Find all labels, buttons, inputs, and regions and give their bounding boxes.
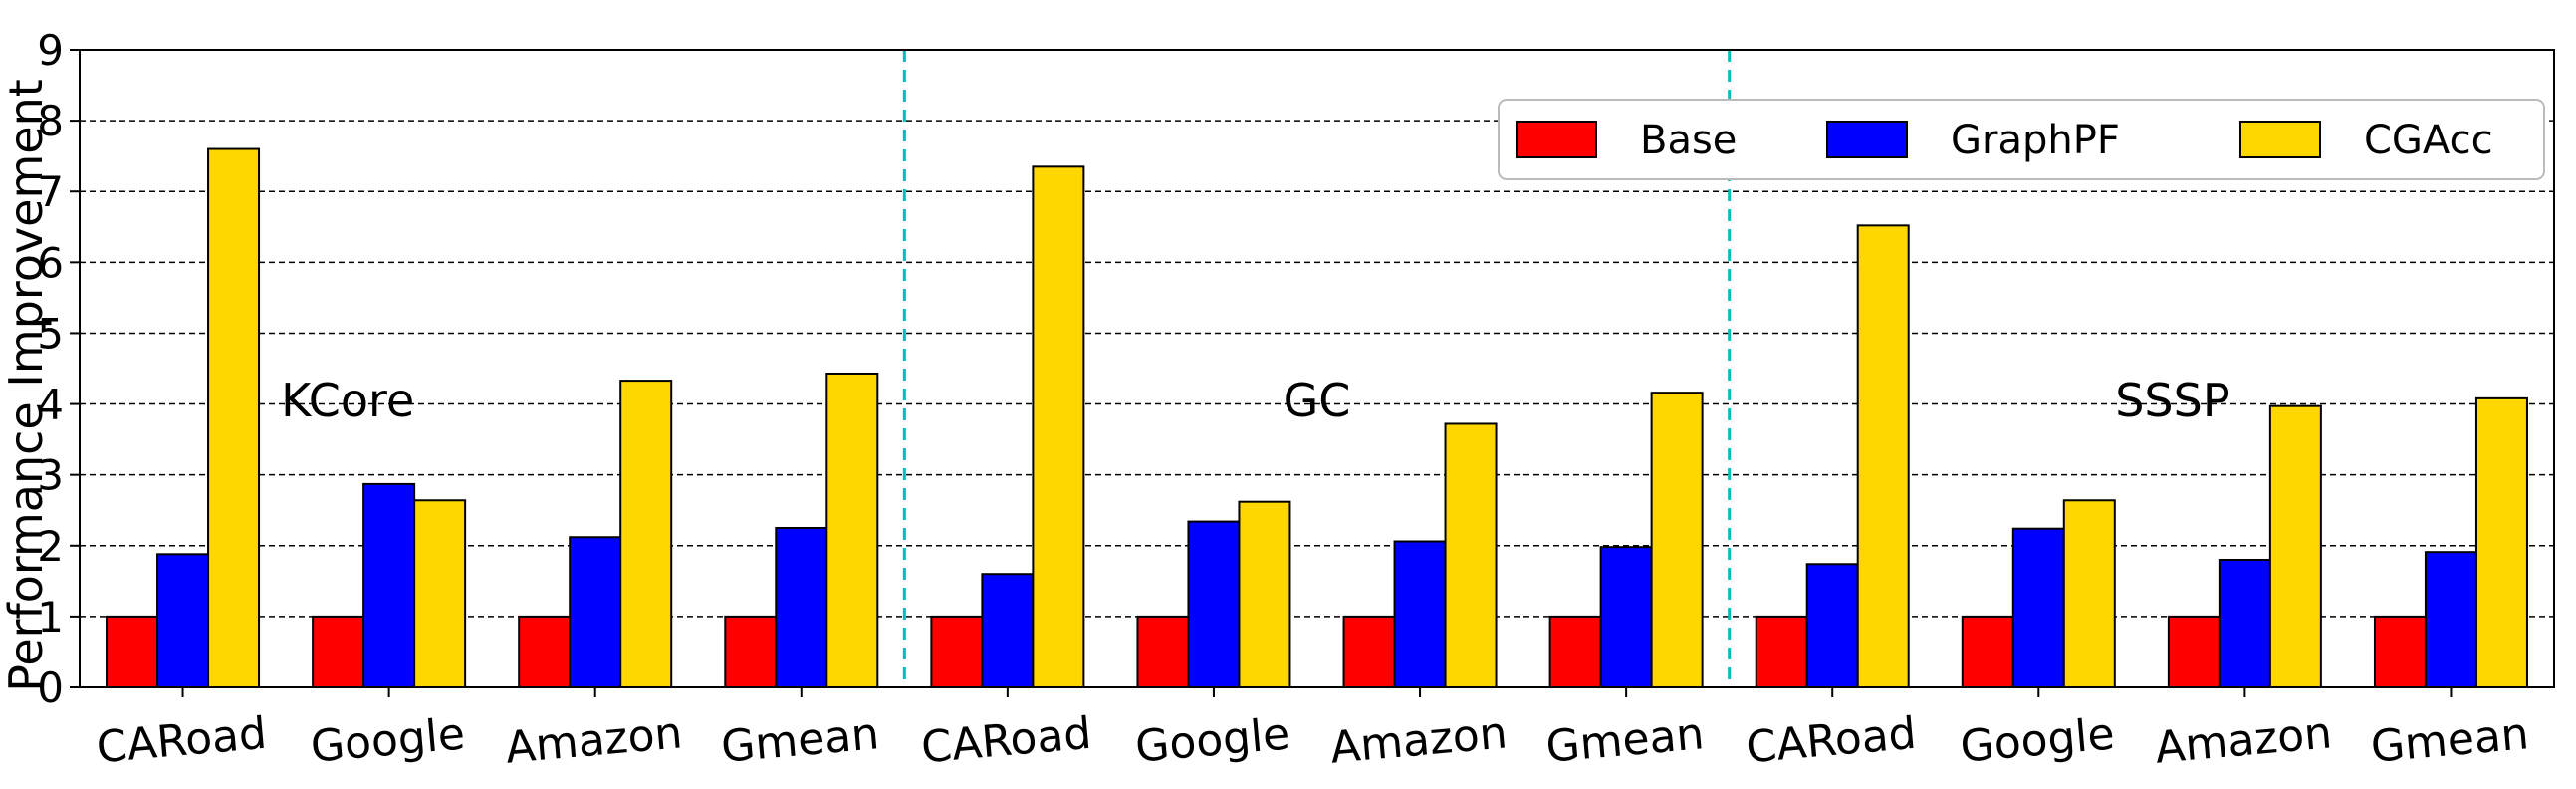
bar-cgacc — [2474, 396, 2528, 688]
bar-base — [1548, 615, 1602, 689]
bar-base — [1961, 615, 2014, 689]
axes — [70, 49, 2555, 697]
x-tick-label: Google — [1133, 708, 1291, 772]
bar-graphpf — [2424, 551, 2477, 689]
bar-graphpf — [1187, 520, 1241, 688]
bar-cgacc — [1650, 392, 1704, 688]
x-tick-label: Gmean — [1543, 708, 1706, 773]
plot-frame — [79, 49, 2555, 688]
bar-graphpf — [1805, 563, 1859, 688]
bar-base — [1136, 615, 1190, 689]
x-tick-label: Gmean — [2369, 708, 2531, 773]
bar-graphpf — [2218, 559, 2271, 688]
grid-lines — [80, 120, 2554, 618]
x-tick-labels: CARoad Google Amazon Gmean CARoad Google Amazo… — [95, 707, 2531, 773]
x-tick-label: Google — [1959, 708, 2117, 772]
x-tick-label: CARoad — [1744, 708, 1918, 774]
bar-graphpf — [2011, 527, 2065, 689]
x-tick-label: CARoad — [919, 708, 1093, 774]
bar-graphpf — [362, 482, 416, 688]
bar-cgacc — [2062, 499, 2116, 688]
bar-graphpf — [1599, 546, 1653, 689]
y-tick-labels: 0 1 2 3 4 5 6 7 8 9 — [37, 26, 64, 712]
y-axis-label: Performance Improvement — [0, 79, 53, 692]
x-tick-label: Amazon — [504, 707, 685, 773]
y-tick-label: 1 — [37, 593, 64, 642]
legend-swatch — [2239, 121, 2321, 158]
bar-base — [518, 615, 572, 689]
bar-cgacc — [1856, 224, 1910, 688]
group-label: SSSP — [2115, 374, 2229, 427]
bar-base — [312, 615, 365, 689]
bar-base — [930, 615, 984, 689]
legend-box — [1498, 99, 2545, 180]
y-tick-label: 5 — [37, 309, 64, 358]
bar-base — [724, 615, 778, 689]
bar-cgacc — [413, 499, 467, 688]
x-tick-label: Gmean — [719, 708, 881, 773]
y-tick-label: 8 — [37, 97, 64, 145]
bar-base — [2373, 615, 2427, 689]
bar-cgacc — [1032, 165, 1085, 689]
bar-cgacc — [1238, 500, 1291, 689]
y-tick-label: 2 — [37, 522, 64, 571]
group-label: GC — [1284, 374, 1351, 427]
bar-base — [2167, 615, 2221, 689]
y-tick-label: 9 — [37, 26, 64, 75]
bar-graphpf — [775, 527, 828, 688]
bar-base — [1342, 615, 1396, 689]
y-tick-label: 3 — [37, 451, 64, 500]
bar-cgacc — [207, 147, 261, 689]
x-tick-label: Amazon — [1328, 707, 1510, 773]
y-tick-label: 7 — [37, 167, 64, 216]
y-tick-label: 0 — [37, 663, 64, 712]
legend-swatch — [1516, 121, 1597, 158]
group-labels: KCore GC SSSP — [281, 374, 2229, 427]
x-tick-label: Amazon — [2153, 707, 2334, 773]
bar-base — [106, 615, 159, 689]
y-tick-label: 6 — [37, 238, 64, 287]
y-tick-label: 4 — [37, 381, 64, 429]
bar-graphpf — [1393, 540, 1447, 688]
bar-base — [1755, 615, 1808, 689]
group-label: KCore — [281, 374, 414, 427]
bars — [106, 147, 2528, 689]
legend-label: Base — [1640, 118, 1737, 163]
bar-graphpf — [981, 573, 1035, 689]
bar-cgacc — [825, 372, 879, 688]
bar-cgacc — [619, 380, 673, 688]
bar-graphpf — [569, 536, 622, 688]
bar-cgacc — [2268, 404, 2322, 688]
legend-label: CGAcc — [2364, 118, 2493, 163]
legend-label: GraphPF — [1951, 118, 2120, 163]
x-tick-label: Google — [309, 708, 467, 772]
bar-graphpf — [156, 553, 210, 688]
bar-cgacc — [1444, 422, 1498, 688]
legend: Base GraphPF CGAcc — [1498, 99, 2545, 180]
x-tick-label: CARoad — [95, 708, 269, 774]
legend-swatch — [1826, 121, 1908, 158]
